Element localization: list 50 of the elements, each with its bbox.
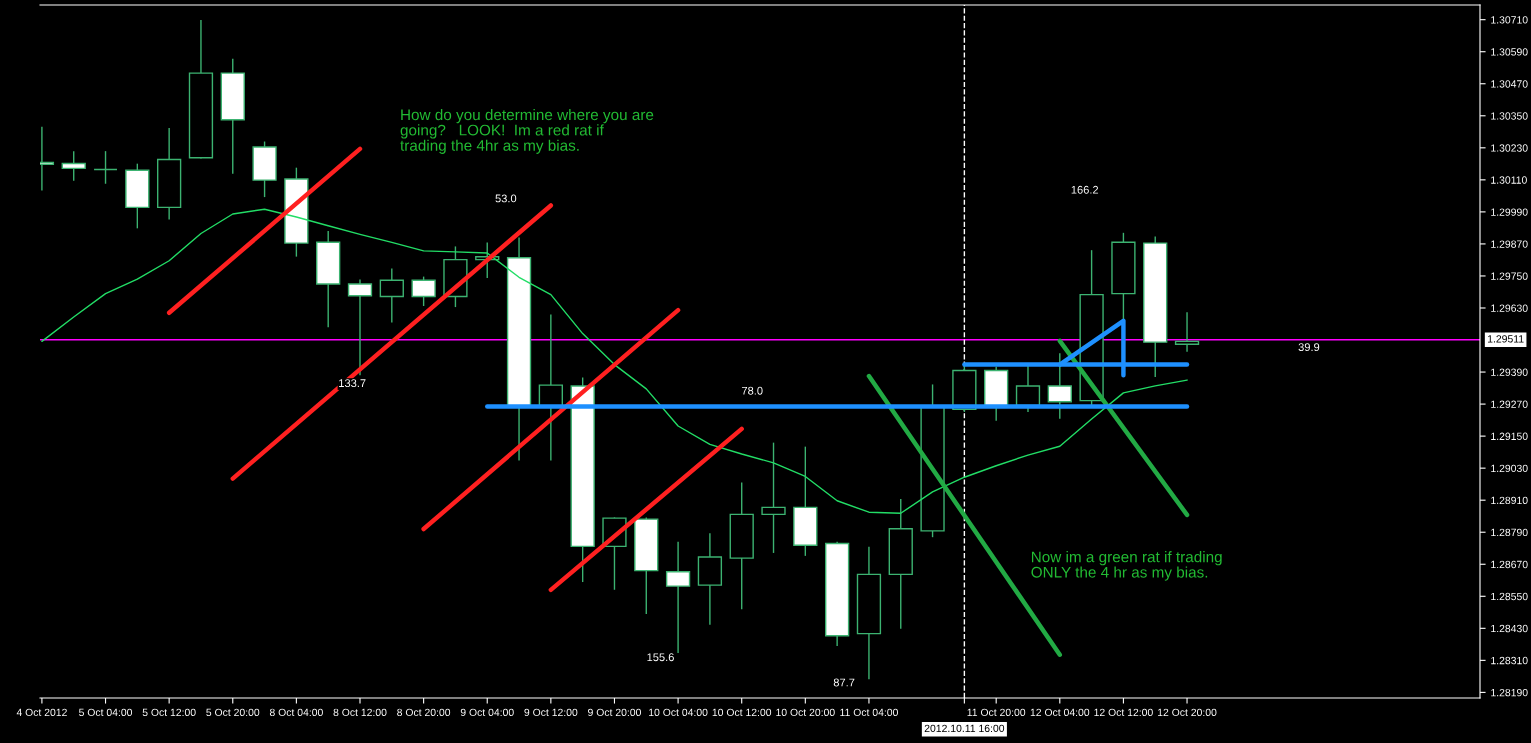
y-tick-label: 1.28670 bbox=[1491, 560, 1528, 569]
y-tick-label: 1.30350 bbox=[1491, 112, 1528, 120]
x-tick-label: 10 Oct 12:00 bbox=[712, 708, 772, 717]
x-tick-label: 11 Oct 20:00 bbox=[967, 708, 1026, 717]
y-tick-label: 1.29870 bbox=[1491, 240, 1528, 248]
y-tick-label: 1.28790 bbox=[1491, 528, 1528, 537]
annotation: How do you determine where you are going? LOOK! Im a red rat if trading the 4hr as my bias. bbox=[400, 108, 654, 154]
x-tick-label: 9 Oct 20:00 bbox=[588, 708, 641, 717]
annotation: 78.0 bbox=[741, 386, 763, 395]
y-tick-label: 1.29630 bbox=[1491, 304, 1528, 312]
y-tick-label: 1.30230 bbox=[1491, 144, 1528, 152]
x-tick-label: 8 Oct 20:00 bbox=[397, 708, 451, 717]
annotation: 166.2 bbox=[1071, 185, 1099, 194]
x-tick-label: 5 Oct 04:00 bbox=[79, 708, 133, 717]
y-tick-label: 1.29030 bbox=[1491, 464, 1528, 473]
y-tick-label: 1.28190 bbox=[1491, 688, 1528, 697]
x-tick-label: 8 Oct 04:00 bbox=[269, 708, 323, 717]
x-tick-label: 5 Oct 20:00 bbox=[206, 708, 260, 717]
ref-line-label: 1.29511 bbox=[1487, 335, 1524, 343]
x-tick-label: 11 Oct 04:00 bbox=[840, 708, 898, 717]
y-tick-label: 1.28550 bbox=[1491, 592, 1528, 601]
x-tick-label: 5 Oct 12:00 bbox=[142, 708, 196, 717]
annotation: 133.7 bbox=[339, 379, 366, 388]
y-tick-label: 1.29990 bbox=[1491, 208, 1528, 216]
y-tick-label: 1.29270 bbox=[1491, 400, 1528, 408]
y-tick-label: 1.28910 bbox=[1491, 496, 1528, 505]
annotation: Now im a green rat if trading ONLY the 4 hr as my bias. bbox=[1031, 551, 1222, 581]
y-tick-label: 1.30110 bbox=[1491, 176, 1527, 184]
annotation: 53.0 bbox=[495, 194, 517, 203]
x-tick-label: 2012.10.11 16:00 bbox=[924, 724, 1005, 733]
x-tick-label: 8 Oct 12:00 bbox=[333, 708, 387, 717]
y-tick-label: 1.29150 bbox=[1491, 432, 1528, 440]
x-tick-label: 10 Oct 20:00 bbox=[776, 708, 835, 717]
x-tick-label: 12 Oct 20:00 bbox=[1158, 708, 1217, 717]
y-tick-label: 1.30590 bbox=[1491, 48, 1528, 56]
x-tick-label: 10 Oct 04:00 bbox=[649, 708, 708, 717]
text: 39.9 bbox=[1298, 343, 1320, 352]
y-tick-label: 1.30470 bbox=[1491, 80, 1528, 88]
annotation: 87.7 bbox=[833, 678, 855, 687]
x-tick-label: 12 Oct 04:00 bbox=[1030, 708, 1090, 717]
x-tick-label: 4 Oct 2012 bbox=[16, 708, 67, 717]
y-tick-label: 1.29390 bbox=[1491, 368, 1528, 376]
y-tick-label: 1.28310 bbox=[1491, 656, 1528, 665]
y-tick-label: 1.28430 bbox=[1491, 624, 1528, 633]
y-tick-label: 1.30710 bbox=[1491, 16, 1528, 24]
x-tick-label: 12 Oct 12:00 bbox=[1094, 708, 1153, 717]
x-tick-label: 9 Oct 12:00 bbox=[524, 708, 578, 717]
y-tick-label: 1.29750 bbox=[1491, 272, 1528, 280]
annotation: 155.6 bbox=[647, 653, 674, 662]
x-tick-label: 9 Oct 04:00 bbox=[460, 708, 514, 717]
